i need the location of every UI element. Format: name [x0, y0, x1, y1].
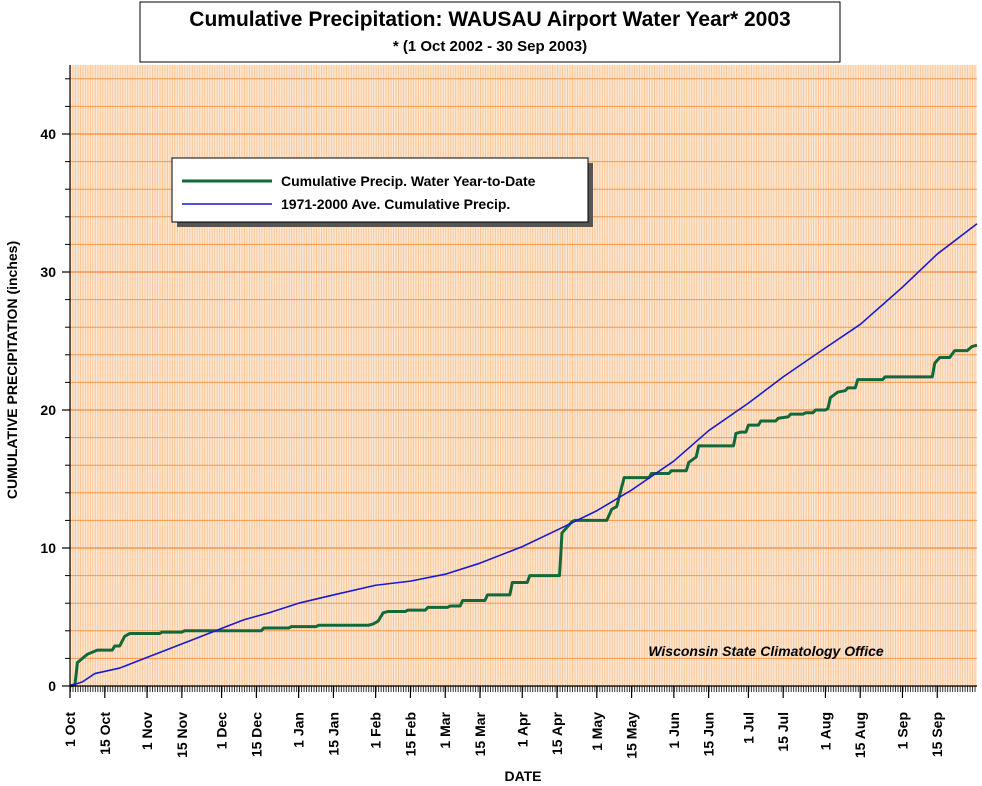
day-ticks — [70, 686, 977, 692]
x-tick-label: 1 Feb — [368, 712, 384, 749]
x-tick-label: 15 Jan — [325, 712, 341, 756]
y-axis-label: CUMULATIVE PRECIPITATION (inches) — [4, 241, 20, 499]
x-tick-label: 15 Dec — [248, 712, 264, 757]
legend-label: Cumulative Precip. Water Year-to-Date — [281, 173, 536, 189]
x-tick-label: 15 Jul — [775, 712, 791, 752]
legend-label: 1971-2000 Ave. Cumulative Precip. — [281, 196, 510, 212]
y-tick-label: 40 — [40, 126, 56, 142]
x-tick-label: 15 Oct — [97, 712, 113, 755]
x-tick-label: 1 Jan — [291, 712, 307, 748]
title-box — [139, 1, 841, 63]
chart-title: Cumulative Precipitation: WAUSAU Airport… — [189, 8, 790, 31]
x-tick-label: 1 Apr — [514, 711, 530, 747]
series-line — [69, 223, 978, 687]
x-tick-label: 1 Nov — [139, 712, 155, 750]
chart-subtitle: * (1 Oct 2002 - 30 Sep 2003) — [393, 38, 587, 55]
legend-box — [171, 157, 589, 223]
line-layer — [69, 223, 978, 688]
x-tick-label: 15 Sep — [929, 712, 945, 757]
y-tick-label: 10 — [40, 540, 56, 556]
y-tick-label: 0 — [48, 678, 56, 694]
series-line — [69, 343, 978, 688]
x-tick-label: 15 Mar — [472, 711, 488, 756]
x-tick-label: 15 Apr — [549, 711, 565, 755]
y-tick-label: 20 — [40, 402, 56, 418]
x-tick-label: 1 Sep — [894, 712, 910, 749]
y-tick-label: 30 — [40, 264, 56, 280]
x-tick-label: 1 May — [589, 712, 605, 751]
x-tick-label: 1 Mar — [437, 711, 453, 748]
x-tick-label: 15 Feb — [402, 712, 418, 756]
x-tick-label: 15 May — [624, 712, 640, 759]
x-tick-label: 1 Jul — [740, 712, 756, 744]
legend: Cumulative Precip. Water Year-to-Date 197… — [182, 173, 536, 212]
x-tick-label: 1 Aug — [817, 712, 833, 750]
x-tick-label: 15 Nov — [174, 712, 190, 758]
x-tick-label: 15 Aug — [852, 712, 868, 758]
annotation: Wisconsin State Climatology Office — [648, 643, 884, 659]
x-tick-label: 1 Dec — [214, 712, 230, 750]
x-tick-label: 1 Jun — [666, 712, 682, 749]
x-tick-label: 1 Oct — [62, 712, 78, 747]
x-axis-label: DATE — [504, 768, 541, 784]
x-tick-label: 15 Jun — [701, 712, 717, 756]
